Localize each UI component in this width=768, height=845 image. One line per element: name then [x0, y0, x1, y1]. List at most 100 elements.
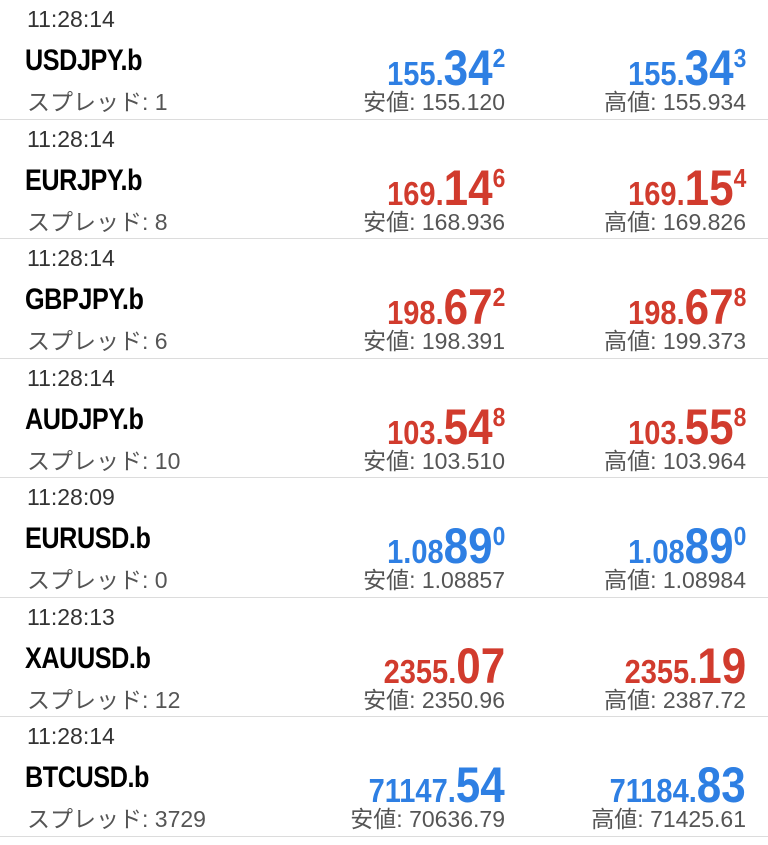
bid-price[interactable]: 71147.54	[369, 747, 505, 826]
ask-price-big-digits: 19	[697, 637, 746, 694]
low-value: 155.120	[421, 89, 505, 115]
ask-price-pip-digit: 0	[733, 521, 746, 551]
spread-value: 0	[154, 567, 168, 593]
high-value: 71425.61	[650, 806, 746, 832]
quote-time: 11:28:13	[27, 603, 115, 630]
ask-price-prefix: 103.	[627, 413, 685, 451]
symbol-name: USDJPY.b	[25, 44, 143, 77]
ask-price-prefix: 198.	[627, 294, 685, 331]
bid-price[interactable]: 198.672	[387, 269, 505, 348]
bid-price-prefix: 169.	[386, 174, 444, 212]
low-value: 103.510	[421, 447, 505, 474]
bid-price-prefix: 71147.	[368, 772, 457, 809]
low-value: 70636.79	[409, 806, 505, 832]
ask-price[interactable]: 1.08890	[628, 508, 746, 587]
bid-price[interactable]: 1.08890	[387, 508, 505, 587]
high-price: 高値: 155.934	[604, 83, 746, 117]
quote-time: 11:28:14	[27, 6, 115, 32]
quote-row[interactable]: 11:28:09 EURUSD.b スプレッド: 0 1.08890 1.088…	[0, 478, 768, 598]
low-label: 安値:	[363, 447, 422, 474]
low-price: 安値: 103.510	[363, 442, 505, 476]
quote-row[interactable]: 11:28:14 EURJPY.b スプレッド: 8 169.146 169.1…	[0, 120, 768, 239]
high-value: 103.964	[662, 447, 746, 474]
symbol-name: AUDJPY.b	[25, 402, 144, 436]
quote-row[interactable]: 11:28:14 USDJPY.b スプレッド: 1 155.342 155.3…	[0, 0, 768, 120]
bid-price-prefix: 198.	[386, 294, 444, 331]
high-label: 高値:	[591, 806, 651, 832]
ask-price-big-digits: 89	[684, 518, 734, 574]
quote-row[interactable]: 11:28:14 BTCUSD.b スプレッド: 3729 71147.54 7…	[0, 717, 768, 837]
low-label: 安値:	[363, 208, 422, 235]
high-label: 高値:	[604, 567, 663, 593]
spread-label: スプレッド:	[27, 89, 155, 115]
ask-price[interactable]: 169.154	[628, 150, 746, 229]
ask-price-prefix: 2355.	[624, 652, 698, 690]
quote-row[interactable]: 11:28:14 AUDJPY.b スプレッド: 10 103.548 103.…	[0, 359, 768, 478]
ask-price[interactable]: 2355.19	[624, 628, 746, 707]
high-price: 高値: 169.826	[604, 203, 746, 237]
ask-price-pip-digit: 8	[733, 401, 746, 432]
bid-price-big-digits: 89	[443, 518, 493, 574]
bid-price[interactable]: 169.146	[387, 150, 505, 229]
spread-label: スプレッド:	[27, 328, 155, 354]
spread-label: スプレッド:	[27, 208, 155, 235]
ask-price-prefix: 1.08	[627, 533, 685, 570]
high-value: 169.826	[662, 208, 746, 235]
bid-price-big-digits: 67	[443, 279, 493, 335]
ask-price[interactable]: 103.558	[628, 389, 746, 468]
spread-value: 10	[154, 447, 181, 474]
ask-price-prefix: 155.	[627, 55, 685, 92]
symbol-name: XAUUSD.b	[25, 641, 151, 675]
ask-price[interactable]: 198.678	[628, 269, 746, 348]
bid-price-big-digits: 14	[443, 159, 493, 216]
symbol-name: EURUSD.b	[25, 522, 151, 555]
spread: スプレッド: 10	[27, 442, 180, 476]
high-label: 高値:	[604, 89, 663, 115]
spread-value: 12	[154, 686, 181, 713]
ask-price[interactable]: 155.343	[628, 30, 746, 109]
ask-price-big-digits: 34	[684, 40, 734, 96]
low-label: 安値:	[350, 806, 410, 832]
high-label: 高値:	[604, 208, 663, 235]
ask-price-pip-digit: 4	[733, 162, 746, 193]
low-price: 安値: 168.936	[363, 203, 505, 237]
bid-price-pip-digit: 6	[492, 162, 505, 193]
quote-row[interactable]: 11:28:13 XAUUSD.b スプレッド: 12 2355.07 2355…	[0, 598, 768, 717]
spread-value: 6	[154, 328, 168, 354]
spread-label: スプレッド:	[27, 806, 155, 832]
high-price: 高値: 2387.72	[604, 681, 746, 715]
bid-price[interactable]: 2355.07	[383, 628, 505, 707]
quote-time: 11:28:14	[27, 723, 115, 749]
spread: スプレッド: 6	[27, 322, 168, 356]
low-value: 168.936	[421, 208, 505, 235]
ask-price-big-digits: 67	[684, 279, 734, 335]
spread-value: 8	[154, 208, 168, 235]
ask-price[interactable]: 71184.83	[610, 747, 746, 826]
low-label: 安値:	[363, 567, 422, 593]
spread: スプレッド: 12	[27, 681, 180, 715]
spread-value: 1	[154, 89, 168, 115]
low-value: 1.08857	[421, 567, 505, 593]
symbol-name: EURJPY.b	[25, 163, 143, 197]
bid-price[interactable]: 103.548	[387, 389, 505, 468]
bid-price-prefix: 155.	[386, 55, 444, 92]
ask-price-pip-digit: 3	[733, 43, 746, 73]
spread: スプレッド: 8	[27, 203, 168, 237]
spread-label: スプレッド:	[27, 447, 155, 474]
high-label: 高値:	[604, 686, 663, 713]
bid-price-big-digits: 54	[443, 398, 493, 455]
spread: スプレッド: 1	[27, 83, 168, 117]
bid-price-prefix: 2355.	[383, 652, 457, 690]
symbol-name: BTCUSD.b	[25, 761, 150, 794]
high-value: 1.08984	[662, 567, 746, 593]
bid-price-pip-digit: 8	[492, 401, 505, 432]
bid-price[interactable]: 155.342	[387, 30, 505, 109]
high-value: 155.934	[662, 89, 746, 115]
bid-price-prefix: 1.08	[386, 533, 444, 570]
bid-price-pip-digit: 2	[492, 43, 505, 73]
low-price: 安値: 70636.79	[350, 800, 505, 834]
spread: スプレッド: 0	[27, 561, 168, 595]
low-value: 198.391	[421, 328, 505, 354]
quote-row[interactable]: 11:28:14 GBPJPY.b スプレッド: 6 198.672 198.6…	[0, 239, 768, 359]
quote-time: 11:28:09	[27, 484, 115, 510]
